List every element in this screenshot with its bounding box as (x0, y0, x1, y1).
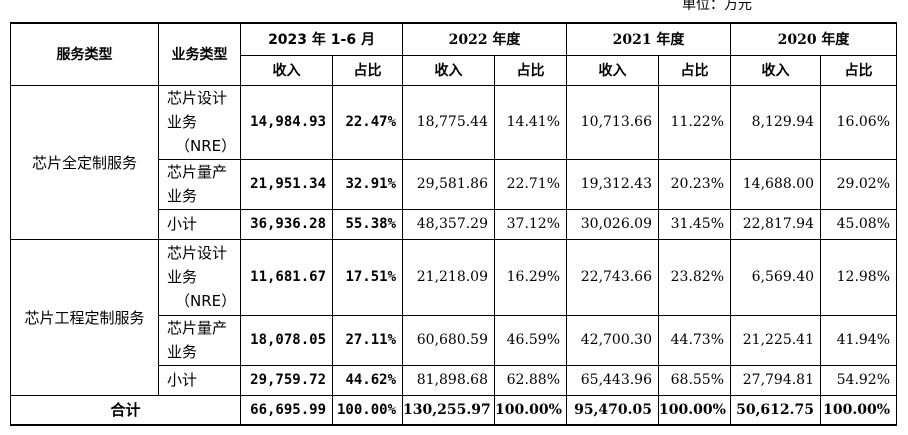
header-share: 占比 (331, 54, 404, 86)
header-business-type: 业务类型 (158, 22, 241, 86)
value-cell: 16.06% (820, 84, 898, 160)
table-row: 芯片全定制服务 芯片设计 业务 （NRE） 14,984.93 22.47% 18,… (10, 84, 898, 240)
value-cell: 44.73% (658, 314, 732, 366)
value-cell: 29,581.86 (402, 158, 496, 210)
value-cell: 20.23% (658, 158, 732, 210)
value-cell: 10,713.66 (566, 84, 660, 160)
value-cell: 37.12% (494, 208, 568, 240)
value-cell: 65,443.96 (566, 364, 660, 396)
total-label: 合计 (10, 394, 241, 426)
value-cell: 54.92% (820, 364, 898, 396)
business-type-cell: 芯片设计 业务 （NRE） (158, 238, 241, 316)
value-cell: 44.62% (331, 364, 404, 396)
value-cell: 81,898.68 (402, 364, 496, 396)
revenue-table: 服务类型 业务类型 2023 年 1-6 月 2022 年度 2021 年度 2… (10, 22, 898, 426)
service-type-cell: 芯片全定制服务 (10, 84, 159, 240)
value-cell: 12.98% (820, 238, 898, 316)
header-service-type: 服务类型 (10, 22, 159, 86)
value-cell: 60,680.59 (402, 314, 496, 366)
unit-label: 单位：万元 (682, 0, 752, 13)
header-revenue: 收入 (730, 54, 822, 86)
table-row: 小计 29,759.72 44.62% 81,898.68 62.88% 65,… (11, 364, 898, 396)
value-cell: 17.51% (331, 238, 404, 316)
value-cell: 62.88% (494, 364, 568, 396)
value-cell: 27.11% (331, 314, 404, 366)
business-type-cell: 小计 (158, 208, 241, 240)
total-value-cell: 100.00% (331, 394, 404, 426)
value-cell: 22,743.66 (566, 238, 660, 316)
value-cell: 45.08% (820, 208, 898, 240)
service-type-cell: 芯片工程定制服务 (10, 238, 159, 396)
header-share: 占比 (820, 54, 898, 86)
value-cell: 14,984.93 (240, 84, 333, 160)
total-value-cell: 66,695.99 (240, 394, 333, 426)
value-cell: 27,794.81 (730, 364, 822, 396)
business-type-cell: 芯片设计 业务 （NRE） (158, 84, 241, 160)
value-cell: 48,357.29 (402, 208, 496, 240)
value-cell: 21,225.41 (730, 314, 822, 366)
value-cell: 16.29% (494, 238, 568, 316)
header-period-2021: 2021 年度 (566, 22, 732, 56)
total-value-cell: 50,612.75 (730, 394, 822, 426)
value-cell: 14,688.00 (730, 158, 822, 210)
header-period-2023h1: 2023 年 1-6 月 (239, 22, 404, 56)
value-cell: 46.59% (494, 314, 568, 366)
business-type-cell: 小计 (158, 364, 241, 396)
total-row: 合计 66,695.99 100.00% 130,255.97 100.00% … (10, 394, 898, 426)
value-cell: 42,700.30 (566, 314, 660, 366)
value-cell: 18,078.05 (240, 314, 333, 366)
value-cell: 22.47% (331, 84, 404, 160)
total-value-cell: 100.00% (658, 394, 732, 426)
value-cell: 21,218.09 (402, 238, 496, 316)
header-period-2022: 2022 年度 (402, 22, 568, 56)
value-cell: 23.82% (658, 238, 732, 316)
value-cell: 11,681.67 (240, 238, 333, 316)
value-cell: 30,026.09 (566, 208, 660, 240)
value-cell: 32.91% (331, 158, 404, 210)
header-period-2020: 2020 年度 (730, 22, 898, 56)
business-type-cell: 芯片量产 业务 (158, 158, 241, 210)
header-revenue: 收入 (566, 54, 660, 86)
value-cell: 21,951.34 (240, 158, 333, 210)
value-cell: 18,775.44 (402, 84, 496, 160)
table-row: 芯片量产 业务 18,078.05 27.11% 60,680.59 46.59%… (11, 314, 898, 366)
value-cell: 31.45% (658, 208, 732, 240)
value-cell: 22.71% (494, 158, 568, 210)
value-cell: 14.41% (494, 84, 568, 160)
value-cell: 6,569.40 (730, 238, 822, 316)
header-revenue: 收入 (240, 54, 333, 86)
value-cell: 41.94% (820, 314, 898, 366)
value-cell: 29,759.72 (240, 364, 333, 396)
header-share: 占比 (658, 54, 732, 86)
value-cell: 29.02% (820, 158, 898, 210)
value-cell: 19,312.43 (566, 158, 660, 210)
value-cell: 11.22% (658, 84, 732, 160)
table-row: 芯片量产 业务 21,951.34 32.91% 29,581.86 22.71%… (11, 158, 898, 210)
total-value-cell: 130,255.97 (402, 394, 496, 426)
business-type-cell: 芯片量产 业务 (158, 314, 241, 366)
table-row: 芯片工程定制服务 芯片设计 业务 （NRE） 11,681.67 17.51% 21… (10, 238, 898, 396)
header-revenue: 收入 (402, 54, 496, 86)
value-cell: 68.55% (658, 364, 732, 396)
total-value-cell: 100.00% (820, 394, 898, 426)
total-value-cell: 100.00% (494, 394, 568, 426)
total-value-cell: 95,470.05 (566, 394, 660, 426)
value-cell: 8,129.94 (730, 84, 822, 160)
value-cell: 36,936.28 (240, 208, 333, 240)
value-cell: 22,817.94 (730, 208, 822, 240)
header-share: 占比 (494, 54, 568, 86)
value-cell: 55.38% (331, 208, 404, 240)
